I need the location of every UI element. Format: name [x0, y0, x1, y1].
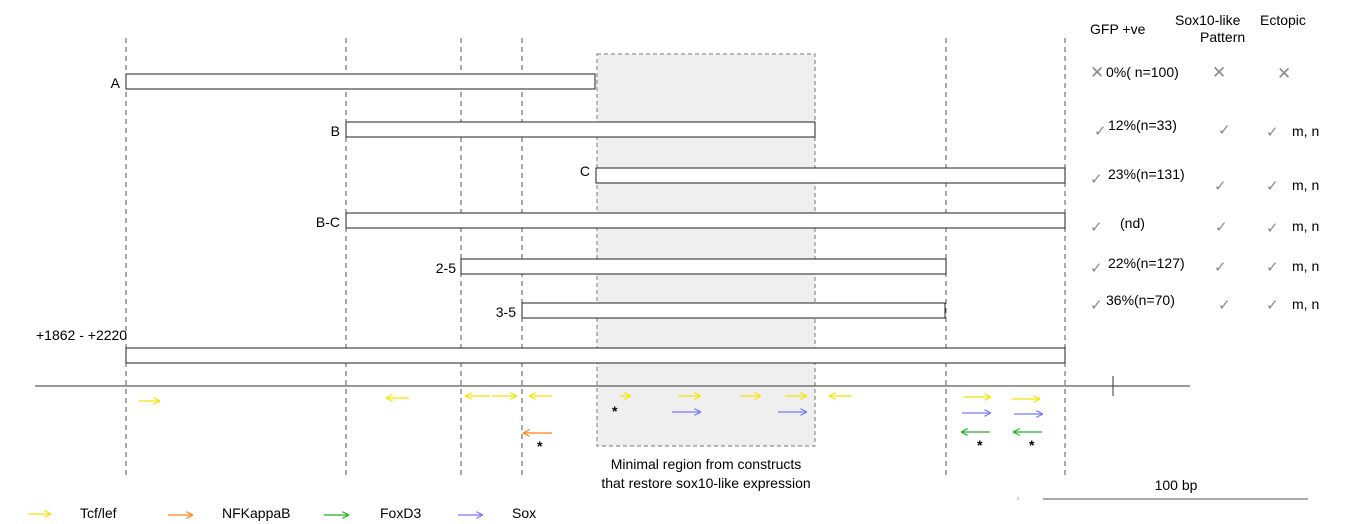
ectopic-check-mark: ✓ [1266, 123, 1279, 141]
header-sox10-line1: Sox10-like [1175, 12, 1241, 28]
gfp-check-mark: ✓ [1090, 259, 1103, 277]
legend-label-foxd3: FoxD3 [380, 505, 421, 521]
sox10-check-mark: ✓ [1214, 258, 1227, 276]
construct-bar-3-5 [521, 302, 946, 319]
gfp-value: 36%(n=70) [1106, 292, 1175, 308]
construct-label-2-5: 2-5 [436, 260, 456, 276]
gfp-check-mark: ✓ [1090, 170, 1103, 188]
legend-label-tcf: Tcf/lef [80, 505, 117, 521]
construct-label-a: A [111, 75, 121, 91]
gfp-check-mark: ✓ [1090, 296, 1103, 314]
construct-bar-2-5 [460, 258, 947, 275]
construct-label-3-5: 3-5 [496, 304, 516, 320]
construct-label-c: C [580, 163, 590, 179]
sox10-check-mark: ✓ [1214, 177, 1227, 195]
legend: Tcf/lef NFKappaB FoxD3 Sox [28, 505, 536, 521]
construct-label-b: B [331, 123, 340, 139]
asterisk-mark: * [612, 403, 618, 419]
asterisk-mark: * [537, 438, 543, 454]
header-gfp: GFP +ve [1090, 21, 1146, 37]
asterisk-mark: * [1029, 437, 1035, 453]
asterisk-mark: * [977, 437, 983, 453]
ectopic-value: m, n [1292, 218, 1319, 234]
sox10-check-mark: ✓ [1215, 218, 1228, 236]
ectopic-value: m, n [1292, 177, 1319, 193]
sox10-check-mark: ✓ [1218, 296, 1231, 314]
construct-bar-c [595, 167, 1066, 184]
gfp-cross-mark: ✕ [1090, 63, 1104, 83]
sox10-cross-mark: ✕ [1212, 63, 1226, 83]
region-caption-line1: Minimal region from constructs [611, 456, 802, 472]
header-sox10-line2: Pattern [1200, 29, 1245, 45]
construct-bar-a [125, 73, 596, 90]
sox-arrows [672, 412, 1042, 414]
construct-bar-b-c [345, 212, 1066, 229]
construct-bars [125, 73, 1066, 364]
gfp-value: 23%(n=131) [1108, 166, 1185, 182]
legend-label-sox: Sox [512, 505, 536, 521]
gfp-value: 0%( n=100) [1106, 64, 1179, 80]
ectopic-check-mark: ✓ [1266, 219, 1279, 237]
scale-label: 100 bp [1155, 477, 1198, 493]
ectopic-value: m, n [1292, 296, 1319, 312]
ectopic-cross-mark: ✕ [1277, 64, 1291, 84]
guide-lines [125, 38, 1066, 478]
gfp-value: (nd) [1120, 215, 1145, 231]
sox10-check-mark: ✓ [1218, 121, 1231, 139]
ectopic-check-mark: ✓ [1266, 177, 1279, 195]
gfp-check-mark: ✓ [1094, 122, 1107, 140]
construct-bar-full [125, 347, 1066, 364]
minimal-region [596, 53, 816, 447]
ectopic-check-mark: ✓ [1266, 258, 1279, 276]
legend-label-nfkb: NFKappaB [222, 505, 290, 521]
header-ectopic: Ectopic [1260, 12, 1306, 28]
region-caption-line2: that restore sox10-like expression [601, 475, 810, 491]
construct-label-b-c: B-C [316, 214, 340, 230]
construct-label-full: +1862 - +2220 [36, 327, 127, 343]
ectopic-value: m, n [1292, 258, 1319, 274]
gfp-value: 22%(n=127) [1108, 255, 1185, 271]
tcf-arrows [139, 396, 1039, 401]
gfp-value: 12%(n=33) [1108, 117, 1177, 133]
ectopic-value: m, n [1292, 123, 1319, 139]
ectopic-check-mark: ✓ [1266, 296, 1279, 314]
gfp-check-mark: ✓ [1090, 218, 1103, 236]
construct-bar-b [345, 121, 816, 138]
